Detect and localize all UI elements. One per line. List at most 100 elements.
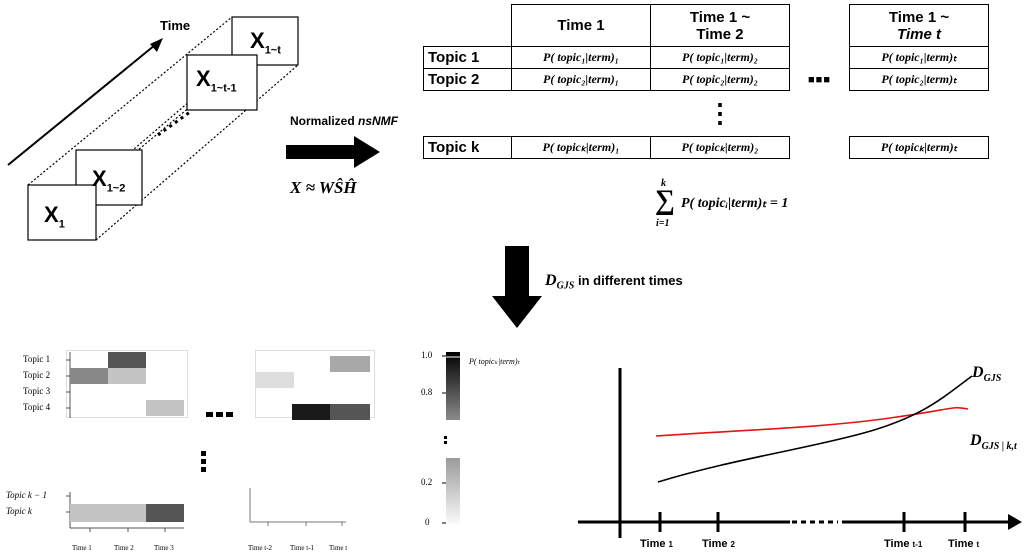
x-tick-label: Time t — [948, 538, 979, 550]
table-cell: P( topicₖ|term)₁ — [511, 136, 651, 159]
table-gap — [790, 137, 850, 159]
table-spacer — [850, 91, 989, 137]
nsnmf-caption-prefix: Normalized — [290, 114, 359, 128]
topic-label: Topic 3 — [23, 386, 51, 396]
tick-sub: t — [976, 540, 980, 549]
sigma-symbol: ∑ — [655, 185, 675, 216]
frame-label-x1-t-1: X1~t-1 — [196, 66, 237, 94]
table-cell: P( topic₁|term)ₜ — [849, 46, 989, 69]
col-header-time1-2: Time 1 ~ Time 2 — [650, 4, 790, 47]
dgjs-sub: GJS — [556, 280, 575, 292]
col-header-text: Time 1 ~ — [689, 8, 751, 26]
down-arrow — [492, 246, 542, 328]
x-tick-label: Time 1 — [640, 538, 673, 550]
vertical-ellipsis: ⋮ — [651, 91, 790, 137]
dgjs-symbol: D — [545, 272, 557, 289]
frame-sub: 1 — [58, 218, 65, 231]
time-tick-label: Time 1 — [72, 544, 92, 552]
dgjs-line-chart — [578, 368, 1022, 538]
row-label: Topic 2 — [423, 68, 512, 91]
table-cell: P( topic₂|term)₂ — [650, 68, 790, 91]
topic-label: Topic k − 1 — [6, 490, 47, 500]
colorbar-tick: 1.0 — [421, 350, 433, 360]
series-label-symbol: D — [970, 432, 982, 449]
table-gap — [790, 47, 850, 69]
time-axis-label: Time — [160, 18, 191, 33]
frame-sub: 1~t-1 — [210, 82, 237, 95]
colorbar-tick: 0.8 — [421, 387, 433, 397]
row-label: Topic 1 — [423, 46, 512, 69]
table-spacer-row: ⋮ — [424, 91, 989, 137]
matrix-stack-diagram — [7, 16, 299, 241]
sum-body: P( topicᵢ|term)ₜ = 1 — [681, 196, 789, 211]
ellipsis-text: ■■■ — [808, 73, 831, 86]
series-label-dgjs-kt: DGJS | k,t — [970, 432, 1017, 452]
series-label-sub: GJS | k,t — [981, 441, 1017, 453]
table-spacer — [790, 91, 850, 137]
table-cell: P( topicₖ|term)₂ — [650, 136, 790, 159]
table-gap — [790, 5, 850, 47]
time-tick-label: Time 3 — [154, 544, 174, 552]
series-label-dgjs: DGJS — [972, 364, 1001, 384]
frame-main: X — [44, 202, 59, 227]
table-cell: P( topic₁|term)₁ — [511, 46, 651, 69]
table-spacer — [512, 91, 651, 137]
frame-main: X — [92, 166, 107, 191]
tick-main: Time — [640, 538, 666, 550]
colorbar-tick: 0.2 — [421, 477, 433, 487]
topic-label: Topic 4 — [23, 402, 51, 412]
series-label-sub: GJS — [983, 373, 1002, 385]
colorbar-tick: 0 — [425, 517, 430, 527]
frame-main: X — [250, 28, 265, 53]
time-tick-label: Time t — [329, 544, 348, 552]
topic-probability-table: Time 1 Time 1 ~ Time 2 Time 1 ~ Time t Top… — [423, 4, 989, 159]
col-header-text: Time 1 — [557, 17, 605, 34]
nsnmf-caption-method: nsNMF — [358, 114, 399, 128]
row-label: Topic k — [423, 136, 512, 159]
black-series-line — [657, 375, 973, 483]
table-row: Topic k P( topicₖ|term)₁ P( topicₖ|term)… — [423, 136, 989, 159]
table-spacer — [424, 91, 512, 137]
sigma-top: k — [661, 178, 666, 189]
tick-main: Time — [702, 538, 728, 550]
tick-sub: 2 — [730, 540, 735, 549]
col-header-text: Time t — [897, 25, 941, 43]
col-header-text: Time 1 ~ — [888, 8, 950, 26]
col-header-text: Time 2 — [696, 25, 744, 43]
tick-main: Time — [948, 538, 974, 550]
table-cell: P( topic₂|term)ₜ — [849, 68, 989, 91]
factorization-formula: X ≈ WŜĤ — [290, 178, 357, 197]
frame-sub: 1~t — [264, 44, 281, 57]
table-corner — [424, 5, 512, 47]
sigma-bottom: i=1 — [656, 218, 670, 229]
tick-main: Time — [884, 538, 910, 550]
horizontal-ellipsis: ■■■ — [790, 69, 850, 91]
tick-sub: 1 — [668, 540, 673, 549]
x-tick-label: Time 2 — [702, 538, 735, 550]
table-row: Topic 2 P( topic₂|term)₁ P( topic₂|term)… — [423, 68, 989, 91]
time-tick-label: Time t-1 — [290, 544, 315, 552]
right-arrow — [286, 136, 380, 168]
series-label-symbol: D — [972, 364, 984, 381]
table-cell: P( topicₖ|term)ₜ — [849, 136, 989, 159]
frame-sub: 1~2 — [106, 182, 126, 195]
topic-label: Topic 1 — [23, 354, 51, 364]
dgjs-caption: DGJS in different times — [545, 272, 683, 292]
nsnmf-caption: Normalized nsNMF — [290, 114, 398, 128]
row-label-text: Topic k — [428, 139, 480, 156]
table-row: Topic 1 P( topic₁|term)₁ P( topic₁|term)… — [423, 46, 989, 69]
table-cell: P( topic₁|term)₂ — [650, 46, 790, 69]
topic-label: Topic k — [6, 506, 32, 516]
dgjs-rest: in different times — [574, 273, 683, 288]
red-series-line — [655, 406, 969, 437]
frame-label-x1-t: X1~t — [250, 28, 281, 56]
frame-label-x1-2: X1~2 — [92, 166, 125, 194]
time-tick-label: Time t-2 — [248, 544, 273, 552]
heatmap-cells-top — [66, 352, 370, 532]
tick-sub: t-1 — [912, 540, 923, 549]
frame-main: X — [196, 66, 211, 91]
ellipsis-text: ⋮ — [707, 98, 733, 128]
time-tick-label: Time 2 — [114, 544, 134, 552]
frame-label-x1: X1 — [44, 202, 65, 230]
col-header-time1: Time 1 — [511, 4, 651, 47]
